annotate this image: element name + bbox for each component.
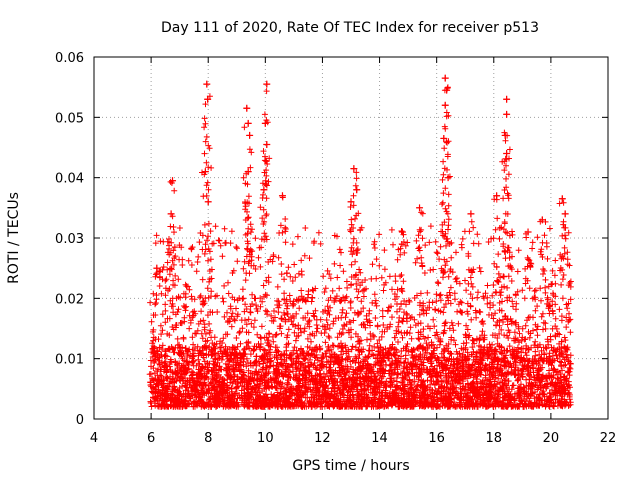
roti-point <box>503 110 511 118</box>
roti-point <box>524 228 532 236</box>
roti-point <box>353 186 361 194</box>
roti-point <box>493 192 501 200</box>
y-ticks: 0 0.01 0.02 0.03 0.04 0.05 0.06 <box>55 51 608 428</box>
roti-point <box>263 140 271 148</box>
roti-point <box>441 74 449 82</box>
roti-point-cloud <box>146 75 574 410</box>
x-tick-label: 18 <box>486 431 503 446</box>
x-tick-label: 16 <box>428 431 445 446</box>
y-tick-label: 0.05 <box>55 111 84 126</box>
roti-point <box>538 216 546 224</box>
chart-title: Day 111 of 2020, Rate Of TEC Index for r… <box>161 20 539 36</box>
roti-point <box>440 134 448 142</box>
roti-point <box>244 119 252 127</box>
roti-point <box>444 174 452 182</box>
roti-point <box>443 86 451 94</box>
roti-point <box>558 195 566 203</box>
x-tick-label: 14 <box>371 431 388 446</box>
x-tick-label: 4 <box>90 431 98 446</box>
y-tick-label: 0.06 <box>55 51 84 66</box>
y-axis-label: ROTI / TECUs <box>6 192 22 284</box>
y-tick-label: 0.02 <box>55 292 84 307</box>
roti-point <box>153 264 161 272</box>
roti-point <box>501 131 509 139</box>
y-tick-label: 0.04 <box>55 172 84 187</box>
roti-point <box>261 119 269 127</box>
roti-point <box>169 177 177 185</box>
roti-point <box>244 168 252 176</box>
y-tick-label: 0 <box>76 413 84 428</box>
roti-point <box>398 228 406 236</box>
roti-point <box>503 95 511 103</box>
x-tick-label: 12 <box>314 431 331 446</box>
x-ticks: 4 6 8 10 12 14 16 18 20 22 <box>90 57 616 446</box>
x-axis-label: GPS time / hours <box>292 458 409 474</box>
roti-point <box>204 95 212 103</box>
roti-point <box>441 101 449 109</box>
x-tick-label: 10 <box>257 431 274 446</box>
roti-point <box>201 168 209 176</box>
roti-point <box>243 104 251 112</box>
roti-point <box>416 204 424 212</box>
roti-point <box>260 186 268 194</box>
roti-point <box>246 131 254 139</box>
roti-point <box>347 198 355 206</box>
roti-point <box>467 210 475 218</box>
roti-point <box>204 198 212 206</box>
x-tick-label: 6 <box>147 431 155 446</box>
x-tick-label: 20 <box>543 431 560 446</box>
roti-point <box>278 192 286 200</box>
roti-point <box>561 210 569 218</box>
y-tick-label: 0.01 <box>55 353 84 368</box>
data-points <box>146 74 574 410</box>
roti-point <box>167 210 175 218</box>
roti-point <box>203 80 211 88</box>
y-tick-label: 0.03 <box>55 232 84 247</box>
roti-point <box>350 165 358 173</box>
x-tick-label: 8 <box>204 431 212 446</box>
x-tick-label: 22 <box>600 431 617 446</box>
roti-point <box>263 80 271 88</box>
roti-point <box>503 150 511 158</box>
